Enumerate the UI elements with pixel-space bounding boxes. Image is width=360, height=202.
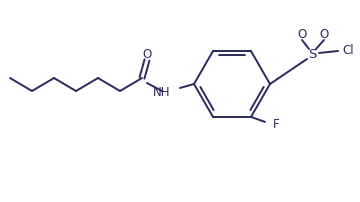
Text: O: O [297, 27, 307, 40]
Text: O: O [319, 27, 329, 40]
Text: F: F [273, 118, 280, 132]
Text: Cl: Cl [342, 44, 354, 58]
Text: NH: NH [153, 85, 170, 99]
Text: O: O [142, 47, 152, 61]
Text: S: S [308, 47, 316, 61]
